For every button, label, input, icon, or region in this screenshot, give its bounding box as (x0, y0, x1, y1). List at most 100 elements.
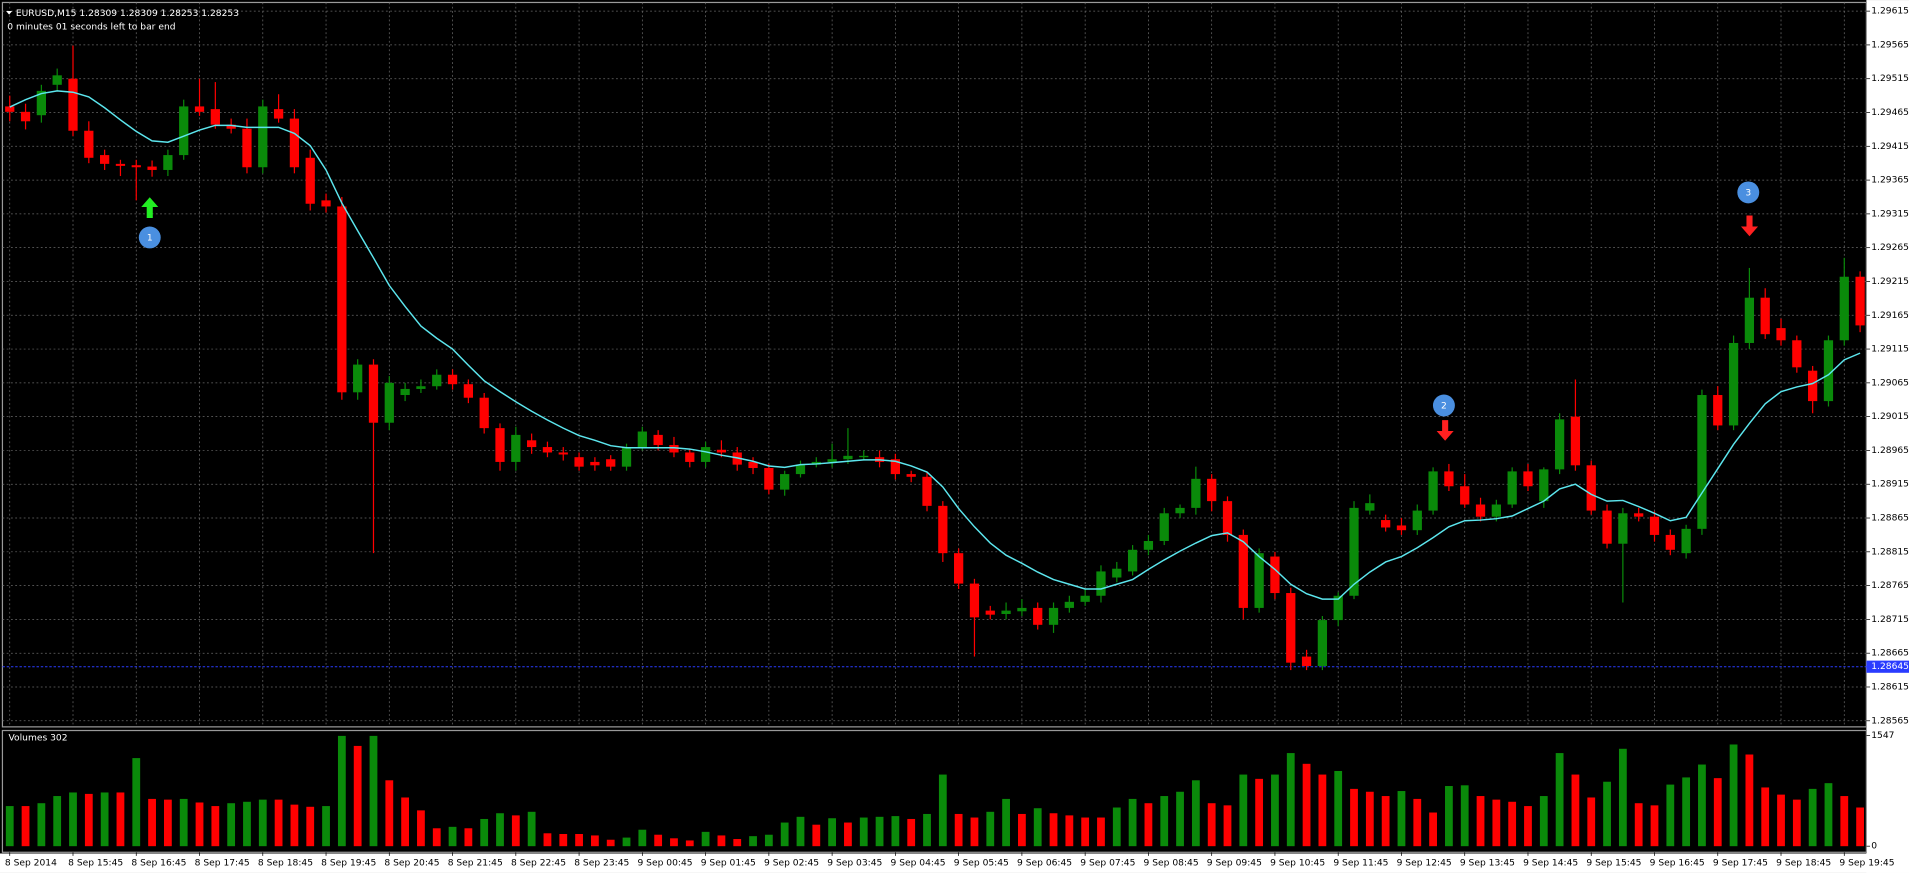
candle-body (321, 200, 331, 207)
volume-bar (938, 774, 947, 847)
x-tick-label: 9 Sep 15:45 (1586, 859, 1641, 869)
volume-bar (875, 816, 884, 847)
y-tick-label: 1.29215 (1871, 277, 1909, 287)
candle-body (542, 447, 553, 453)
volume-bar (1350, 788, 1358, 847)
x-tick-label: 9 Sep 12:45 (1397, 859, 1452, 869)
candle-body (84, 130, 94, 158)
candle-body (1349, 507, 1359, 596)
candle-body (938, 505, 948, 554)
y-tick-label: 1.29515 (1871, 74, 1909, 84)
volume-bar (243, 801, 251, 847)
candle-body (590, 461, 600, 466)
candle-body (1523, 471, 1533, 487)
buy-arrow (141, 197, 159, 218)
candle-body (969, 583, 980, 618)
marker-circle (1432, 394, 1455, 417)
volume-bar (448, 826, 457, 847)
y-tick-label: 1.28665 (1871, 649, 1909, 659)
candle-body (716, 449, 727, 453)
volume-bar (290, 804, 299, 847)
volume-bar (1081, 817, 1090, 847)
candle-body (163, 155, 173, 170)
volume-bar (1018, 813, 1026, 847)
y-tick-label: 1.28915 (1871, 480, 1909, 490)
volume-bar (227, 803, 236, 847)
candle-body (147, 166, 157, 170)
volume-bar (1761, 787, 1770, 847)
plot: 1.28645 (2, 45, 1909, 847)
x-tick-label: 8 Sep 20:45 (384, 859, 439, 869)
volume-bar (480, 818, 489, 847)
marker-label: 2 (1441, 402, 1447, 412)
volume-bar (353, 745, 362, 847)
volume-bar (1302, 763, 1311, 847)
candle-body (1317, 620, 1328, 667)
volume-bar (891, 816, 900, 847)
volume-title: Volumes 302 (9, 733, 68, 743)
volume-bar (432, 828, 441, 847)
volume-bar (1713, 778, 1722, 847)
volume-bar (1033, 808, 1042, 847)
volume-bar (84, 793, 93, 847)
candle-body (1080, 595, 1090, 602)
candle-body (1001, 610, 1011, 614)
x-tick-label: 9 Sep 18:45 (1776, 859, 1831, 869)
x-tick-label: 9 Sep 19:45 (1839, 859, 1894, 869)
volume-bar (274, 799, 283, 847)
volume-bar (37, 803, 46, 847)
volume-bar (1445, 786, 1453, 847)
candle-body (527, 440, 537, 448)
volume-bar (1682, 777, 1691, 847)
volume-bar (1049, 813, 1058, 847)
candle-body (843, 455, 853, 460)
volume-bar (1271, 774, 1279, 847)
x-tick-label: 9 Sep 11:45 (1333, 859, 1388, 869)
candle-body (700, 447, 711, 462)
chart-subtitle: 0 minutes 01 seconds left to bar end (7, 22, 175, 32)
volume-bar (1824, 783, 1833, 847)
candle-body (985, 610, 995, 615)
volume-bar (1603, 781, 1611, 847)
x-tick-label: 9 Sep 01:45 (701, 859, 756, 869)
candle-body (479, 397, 489, 429)
candle-body (574, 457, 584, 467)
candle-body (495, 428, 505, 462)
candle-body (1112, 568, 1122, 578)
x-tick-label: 8 Sep 17:45 (195, 859, 250, 869)
volume-bar (306, 806, 315, 847)
candle-body (179, 106, 189, 156)
x-tick-label: 9 Sep 05:45 (954, 859, 1009, 869)
y-tick-label: 1.28815 (1871, 547, 1909, 557)
candle-body (1554, 419, 1565, 470)
volume-bar (1476, 796, 1485, 847)
x-tick-label: 9 Sep 07:45 (1080, 859, 1135, 869)
volume-bar (1365, 791, 1374, 847)
candle-body (226, 124, 236, 129)
sell-arrow (1740, 215, 1759, 237)
volume-bar (749, 836, 757, 847)
x-tick-label: 8 Sep 15:45 (68, 859, 123, 869)
volume-bar (1524, 806, 1532, 847)
volume-bar (1666, 784, 1675, 847)
volume-bar (923, 813, 931, 847)
x-tick-label: 8 Sep 22:45 (511, 859, 566, 869)
candle-body (558, 452, 568, 455)
candle-body (115, 163, 126, 166)
candle-body (1665, 534, 1675, 550)
volume-bar (1160, 796, 1169, 847)
candle-body (606, 459, 616, 467)
volume-bar (717, 835, 726, 847)
candle-body (1222, 501, 1233, 535)
candle-body (52, 75, 62, 85)
y-tick-label: 1.29565 (1871, 40, 1909, 50)
candle-body (1238, 534, 1248, 608)
candle-body (1143, 541, 1154, 550)
volume-bar (211, 806, 220, 847)
y-tick-label: 1.29015 (1871, 412, 1909, 422)
candle-body (447, 374, 458, 385)
volume-bar (511, 815, 520, 847)
volume-bar (1239, 774, 1248, 847)
candle-body (1618, 513, 1628, 544)
